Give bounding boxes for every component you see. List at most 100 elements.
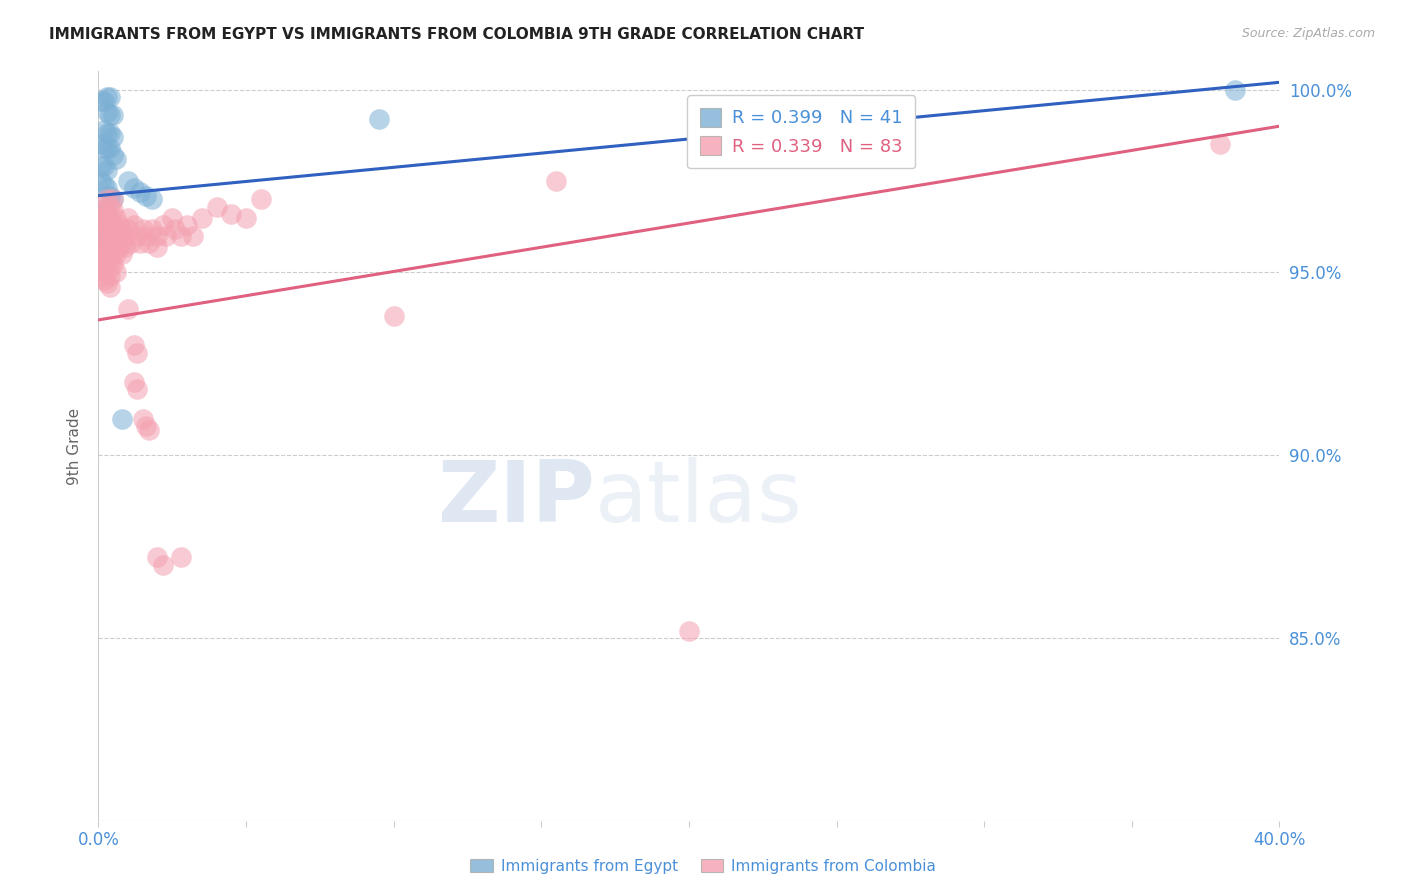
Point [170, 228, 193, 243]
Point [96, 228, 118, 243]
Point [96, 254, 118, 268]
Point [90, 247, 112, 261]
Point [146, 240, 169, 254]
Point [103, 258, 125, 272]
Point [93, 160, 115, 174]
Point [117, 221, 139, 235]
Point [90, 218, 112, 232]
Point [132, 221, 155, 235]
Point [103, 218, 125, 232]
Point [546, 174, 568, 188]
Point [90, 160, 112, 174]
Point [90, 200, 112, 214]
Point [96, 207, 118, 221]
Point [235, 211, 257, 225]
Point [155, 228, 177, 243]
Point [135, 188, 157, 202]
Point [96, 127, 118, 141]
Point [111, 236, 134, 251]
Point [96, 104, 118, 119]
Point [122, 218, 145, 232]
Point [98, 218, 121, 232]
Legend: Immigrants from Egypt, Immigrants from Colombia: Immigrants from Egypt, Immigrants from C… [464, 853, 942, 880]
Point [98, 141, 121, 155]
Point [98, 247, 121, 261]
Point [125, 228, 148, 243]
Point [105, 211, 128, 225]
Point [96, 141, 118, 155]
Point [93, 178, 115, 192]
Point [93, 207, 115, 221]
Point [108, 218, 131, 232]
Point [90, 228, 112, 243]
Point [152, 218, 174, 232]
Point [90, 268, 112, 283]
Point [93, 203, 115, 218]
Point [96, 277, 118, 291]
Point [98, 268, 121, 283]
Point [111, 247, 134, 261]
Point [141, 192, 163, 206]
Point [98, 221, 121, 235]
Point [98, 211, 121, 225]
Point [135, 418, 157, 433]
Point [103, 148, 125, 162]
Point [98, 108, 121, 122]
Point [117, 174, 139, 188]
Point [96, 192, 118, 206]
Point [98, 90, 121, 104]
Point [125, 382, 148, 396]
Point [114, 240, 136, 254]
Point [191, 211, 214, 225]
Point [93, 232, 115, 246]
Point [120, 236, 142, 251]
Point [96, 163, 118, 178]
Point [117, 211, 139, 225]
Point [162, 211, 183, 225]
Point [90, 174, 112, 188]
Point [98, 258, 121, 272]
Point [678, 624, 700, 638]
Point [98, 280, 121, 294]
Point [165, 221, 187, 235]
Point [105, 152, 128, 166]
Point [141, 221, 163, 235]
Point [221, 207, 243, 221]
Point [103, 192, 125, 206]
Point [114, 228, 136, 243]
Point [108, 240, 131, 254]
Text: ZIP: ZIP [437, 457, 595, 540]
Point [93, 273, 115, 287]
Point [135, 228, 157, 243]
Point [146, 228, 169, 243]
Point [111, 221, 134, 235]
Point [205, 200, 228, 214]
Point [1209, 137, 1232, 152]
Point [128, 236, 150, 251]
Point [105, 228, 128, 243]
Point [103, 247, 125, 261]
Y-axis label: 9th Grade: 9th Grade [66, 408, 82, 484]
Legend: R = 0.399   N = 41, R = 0.339   N = 83: R = 0.399 N = 41, R = 0.339 N = 83 [688, 95, 915, 169]
Point [176, 218, 198, 232]
Point [122, 181, 145, 195]
Point [98, 232, 121, 246]
Point [138, 423, 160, 437]
Point [125, 346, 148, 360]
Point [108, 228, 131, 243]
Point [96, 244, 118, 258]
Point [132, 411, 155, 425]
Text: atlas: atlas [595, 457, 803, 540]
Point [96, 90, 118, 104]
Point [103, 221, 125, 235]
Point [181, 228, 204, 243]
Point [93, 214, 115, 228]
Point [96, 218, 118, 232]
Point [93, 141, 115, 155]
Point [138, 236, 160, 251]
Point [382, 310, 405, 324]
Point [98, 188, 121, 202]
Text: IMMIGRANTS FROM EGYPT VS IMMIGRANTS FROM COLOMBIA 9TH GRADE CORRELATION CHART: IMMIGRANTS FROM EGYPT VS IMMIGRANTS FROM… [49, 27, 865, 42]
Point [96, 265, 118, 279]
Point [103, 192, 125, 206]
